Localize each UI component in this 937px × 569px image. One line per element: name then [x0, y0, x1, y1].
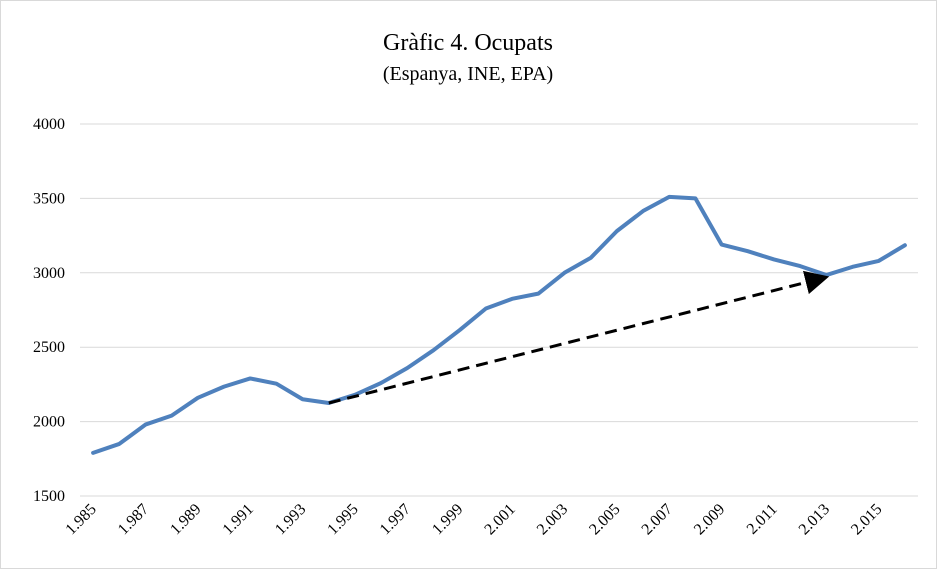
y-tick-label: 3500 — [33, 190, 65, 207]
data-line — [91, 194, 907, 455]
y-tick-label: 4000 — [33, 116, 65, 133]
y-tick-label: 2000 — [33, 414, 65, 431]
y-tick-label: 1500 — [33, 488, 65, 505]
chart-subtitle: (Espanya, INE, EPA) — [383, 63, 553, 85]
y-tick-label: 3000 — [33, 265, 65, 282]
trend-arrow — [328, 270, 830, 405]
chart-title: Gràfic 4. Ocupats — [383, 30, 553, 56]
y-tick-label: 2500 — [33, 339, 65, 356]
